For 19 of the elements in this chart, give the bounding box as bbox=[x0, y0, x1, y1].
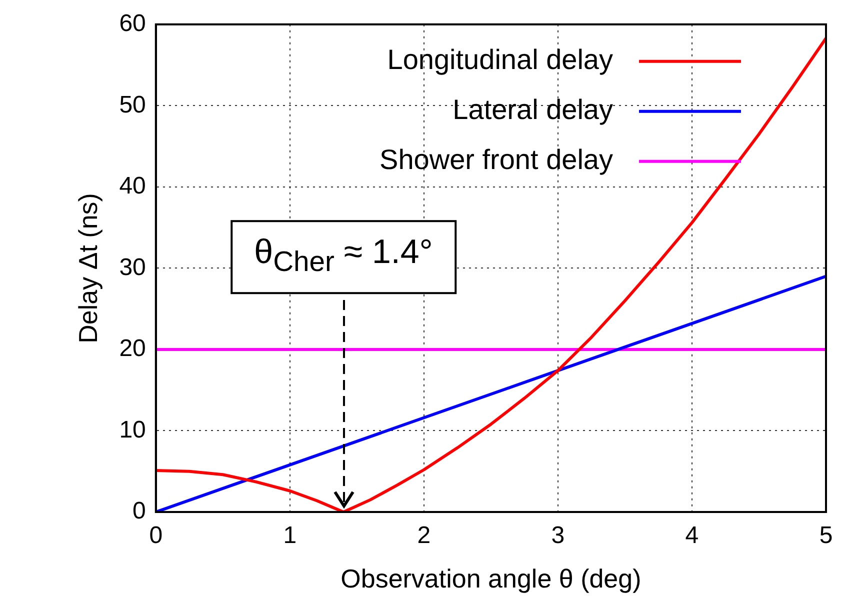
legend-label: Shower front delay bbox=[380, 144, 614, 176]
x-tick-label: 4 bbox=[685, 522, 699, 550]
y-tick-label: 0 bbox=[132, 498, 146, 525]
y-tick-label: 30 bbox=[119, 254, 146, 281]
x-axis-title: Observation angle θ (deg) bbox=[340, 564, 642, 594]
y-tick-label: 10 bbox=[119, 416, 146, 444]
x-tick-label: 2 bbox=[417, 522, 431, 550]
x-tick-label: 0 bbox=[149, 522, 163, 550]
x-tick-label: 1 bbox=[283, 522, 297, 550]
y-tick-label: 50 bbox=[119, 91, 146, 118]
legend-label: Lateral delay bbox=[452, 94, 614, 126]
y-tick-label: 60 bbox=[119, 10, 146, 38]
y-axis-title: Delay Δt (ns) bbox=[72, 193, 103, 344]
x-tick-label: 3 bbox=[551, 522, 565, 550]
annotation: θ$_{Cher}$ ≈ 1.4° bbox=[230, 220, 457, 294]
y-tick-label: 40 bbox=[119, 172, 146, 200]
x-tick-label: 5 bbox=[819, 522, 833, 550]
legend-label: Longitudinal delay bbox=[387, 44, 614, 76]
y-tick-label: 20 bbox=[119, 335, 146, 362]
